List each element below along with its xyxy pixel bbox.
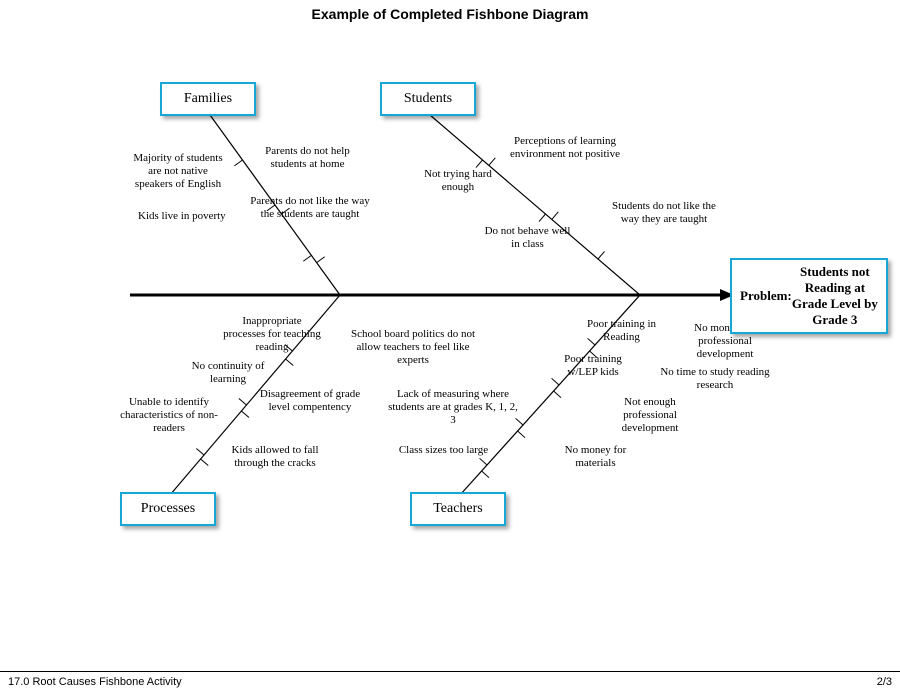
cause-students-0: Not trying hard enough [418, 168, 498, 194]
cause-families-3: Parents do not like the way the students… [250, 195, 370, 221]
cause-teachers-3: No money for materials [548, 444, 643, 470]
category-box-processes: Processes [120, 492, 216, 526]
cause-processes-3: Kids allowed to fall through the cracks [215, 444, 335, 470]
cause-processes-4: Disagreement of grade level compentency [255, 388, 365, 414]
footer-left: 17.0 Root Causes Fishbone Activity [8, 676, 182, 688]
cause-teachers-1: Poor training w/LEP kids [548, 353, 638, 379]
cause-teachers-5: No time to study reading research [660, 366, 770, 392]
cause-teachers-0: Poor training in Reading [574, 318, 669, 344]
category-box-families: Families [160, 82, 256, 116]
cause-families-1: Kids live in poverty [138, 210, 248, 223]
cause-processes-2: Unable to identify characteristics of no… [114, 396, 224, 436]
page-title: Example of Completed Fishbone Diagram [0, 6, 900, 22]
cause-families-0: Majority of students are not native spea… [128, 152, 228, 192]
problem-label: Problem: [740, 288, 792, 304]
problem-text: Students not Reading at Grade Level by G… [792, 264, 878, 329]
problem-box: Problem:Students not Reading at Grade Le… [730, 258, 888, 334]
cause-teachers-7: Class sizes too large [396, 444, 491, 457]
cause-processes-1: No continuity of learning [178, 360, 278, 386]
footer-right: 2/3 [877, 676, 892, 688]
cause-families-2: Parents do not help students at home [260, 145, 355, 171]
cause-students-1: Do not behave well in class [480, 225, 575, 251]
fishbone-diagram: Families Students Processes Teachers Majori… [0, 40, 900, 600]
page-footer: 17.0 Root Causes Fishbone Activity 2/3 [0, 671, 900, 696]
category-box-students: Students [380, 82, 476, 116]
cause-teachers-2: Not enough professional development [600, 396, 700, 436]
cause-teachers-6: Lack of measuring where students are at … [388, 388, 518, 428]
cause-processes-5: School board politics do not allow teach… [348, 328, 478, 368]
cause-students-3: Students do not like the way they are ta… [604, 200, 724, 226]
cause-students-2: Perceptions of learning environment not … [500, 135, 630, 161]
cause-processes-0: Inappropriate processes for teaching rea… [222, 315, 322, 355]
category-box-teachers: Teachers [410, 492, 506, 526]
